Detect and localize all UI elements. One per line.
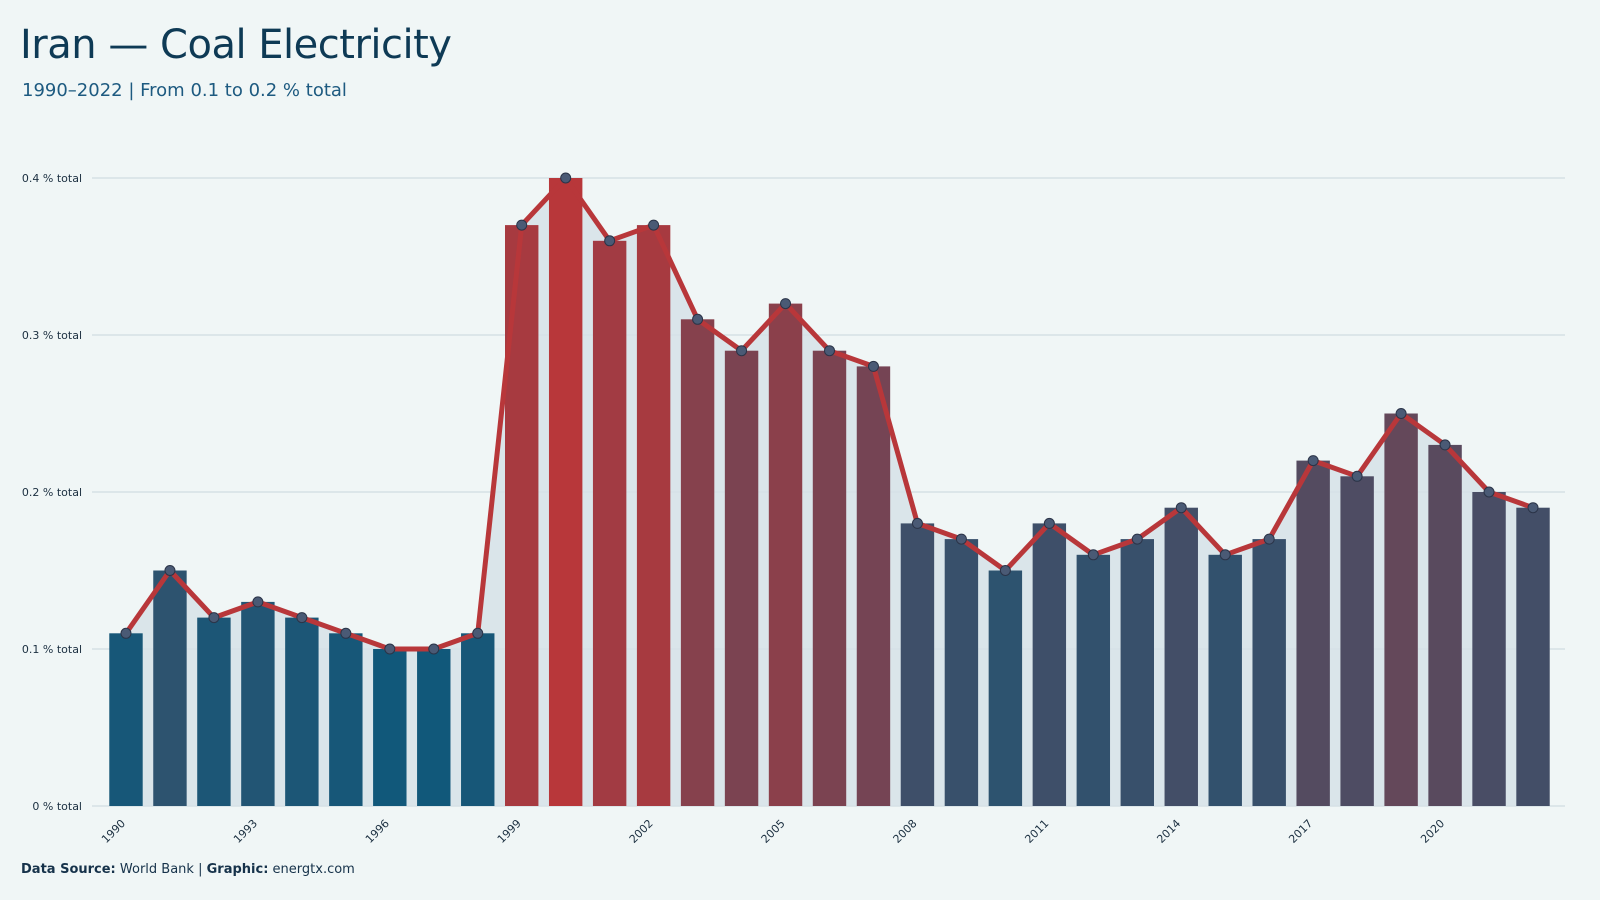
footer-separator: | xyxy=(198,862,203,877)
bar-1992 xyxy=(197,617,231,806)
bar-1995 xyxy=(329,633,363,806)
point-2010 xyxy=(999,565,1011,576)
x-tick-label: 1999 xyxy=(495,817,524,846)
x-tick-label: 1996 xyxy=(363,817,392,846)
point-2008 xyxy=(911,517,923,529)
graphic-value: energtx.com xyxy=(272,862,355,877)
point-1999 xyxy=(516,219,528,231)
bar-2001 xyxy=(592,240,627,807)
point-1996 xyxy=(384,643,396,655)
marker-layer xyxy=(120,172,1539,655)
point-2006 xyxy=(824,345,835,357)
bar-2016 xyxy=(1252,539,1286,806)
point-2014 xyxy=(1175,502,1187,514)
bar-2008 xyxy=(900,523,935,806)
point-2001 xyxy=(604,235,616,247)
source-value: World Bank xyxy=(119,862,194,877)
point-1998 xyxy=(472,627,484,639)
chart-title: Iran — Coal Electricity xyxy=(20,22,452,68)
point-2017 xyxy=(1307,455,1319,467)
y-tick-label: 0.2 % total xyxy=(22,486,82,499)
bar-1997 xyxy=(417,649,451,806)
y-tick-label: 0.4 % total xyxy=(22,172,82,185)
bar-2005 xyxy=(768,303,803,806)
bar-2019 xyxy=(1384,413,1418,806)
footer-credits: Data Source: World Bank | Graphic: energ… xyxy=(21,862,355,877)
point-2002 xyxy=(648,219,660,231)
point-2011 xyxy=(1043,517,1055,529)
point-2013 xyxy=(1131,533,1143,545)
x-tick-label: 2008 xyxy=(891,817,920,846)
point-1994 xyxy=(296,612,308,624)
bar-2012 xyxy=(1076,554,1111,806)
x-tick-label: 1990 xyxy=(99,817,128,846)
bar-2010 xyxy=(988,570,1023,806)
bar-1990 xyxy=(109,633,143,806)
point-2000 xyxy=(560,172,572,184)
bar-2013 xyxy=(1120,539,1154,806)
point-2003 xyxy=(692,313,704,325)
source-label: Data Source: xyxy=(21,862,116,877)
point-2019 xyxy=(1395,408,1407,419)
point-2016 xyxy=(1263,533,1275,545)
bar-2017 xyxy=(1296,460,1330,806)
x-tick-label: 2017 xyxy=(1286,817,1315,846)
point-1992 xyxy=(208,612,220,624)
y-tick-label: 0 % total xyxy=(32,800,82,813)
chart-subtitle: 1990–2022 | From 0.1 to 0.2 % total xyxy=(22,80,347,101)
x-tick-label: 2005 xyxy=(759,817,788,846)
bar-2021 xyxy=(1472,492,1506,806)
bar-2020 xyxy=(1428,444,1462,806)
graphic-label: Graphic: xyxy=(206,862,269,877)
bar-2014 xyxy=(1164,507,1198,806)
point-1990 xyxy=(120,627,132,639)
bar-2011 xyxy=(1032,523,1067,806)
bar-1991 xyxy=(153,570,187,806)
bar-2002 xyxy=(636,225,671,807)
bar-2004 xyxy=(724,350,759,806)
bar-2007 xyxy=(856,366,891,806)
y-axis: 0 % total 0.1 % total 0.2 % total 0.3 % tot… xyxy=(22,172,82,813)
bar-2006 xyxy=(812,350,847,806)
bar-2018 xyxy=(1340,476,1374,806)
point-2009 xyxy=(955,533,967,545)
point-1993 xyxy=(252,596,264,608)
bar-1998 xyxy=(461,633,495,806)
bar-2000 xyxy=(548,178,583,806)
point-2021 xyxy=(1483,486,1495,498)
bar-1996 xyxy=(373,649,407,806)
point-1995 xyxy=(340,627,352,639)
x-axis: 1990 1993 1996 1999 2002 2005 2008 2011 2014 2017… xyxy=(99,817,1447,846)
bar-2015 xyxy=(1208,554,1242,806)
x-tick-label: 1993 xyxy=(231,817,260,846)
point-2007 xyxy=(867,360,879,372)
x-tick-label: 2020 xyxy=(1418,817,1447,846)
point-2020 xyxy=(1439,439,1451,451)
point-2004 xyxy=(736,345,748,357)
point-2018 xyxy=(1351,470,1363,482)
y-tick-label: 0.3 % total xyxy=(22,329,82,342)
bar-1993 xyxy=(241,601,275,806)
x-tick-label: 2011 xyxy=(1022,817,1051,846)
x-tick-label: 2002 xyxy=(627,817,656,846)
bar-2003 xyxy=(680,319,715,806)
y-tick-label: 0.1 % total xyxy=(22,643,82,656)
point-2022 xyxy=(1527,502,1539,514)
point-1997 xyxy=(428,643,440,655)
point-2012 xyxy=(1087,549,1099,561)
point-2005 xyxy=(780,298,792,310)
point-1991 xyxy=(164,565,176,576)
x-tick-label: 2014 xyxy=(1154,817,1183,846)
point-2015 xyxy=(1219,549,1231,561)
bar-1994 xyxy=(285,617,319,806)
bar-2009 xyxy=(944,539,979,806)
bar-2022 xyxy=(1516,507,1550,806)
